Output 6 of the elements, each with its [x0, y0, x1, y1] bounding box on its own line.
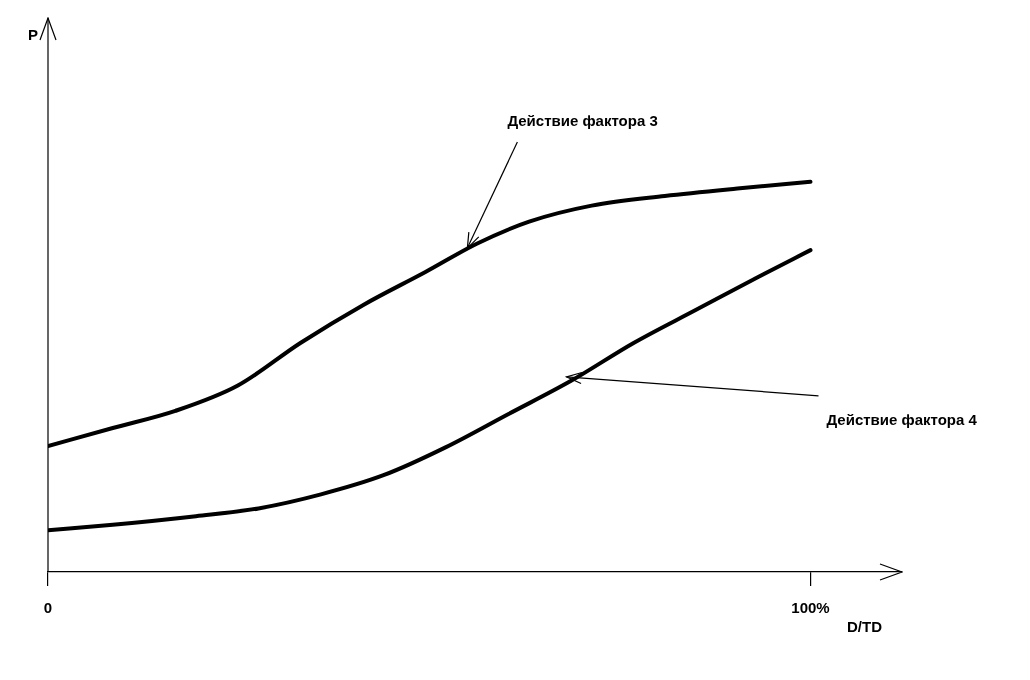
- x-tick-label: 100%: [791, 599, 830, 617]
- x-axis-title: D/TD: [847, 617, 883, 635]
- annotation: Действие фактора 4: [826, 410, 978, 428]
- x-tick-label: 0: [43, 599, 53, 617]
- annotation: Действие фактора 3: [507, 112, 658, 130]
- text: P: [27, 25, 38, 43]
